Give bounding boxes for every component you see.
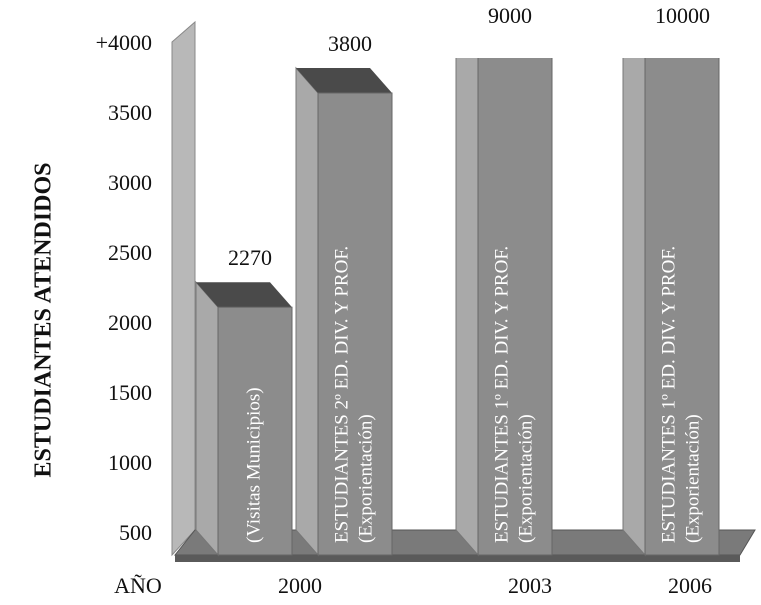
bar <box>477 58 553 556</box>
bar-label: (Exporientación) <box>515 414 536 543</box>
bar-side <box>455 58 479 557</box>
bar-side <box>295 66 319 557</box>
bar-label: ESTUDIANTES 1º ED. DIV. Y PROF. <box>658 246 679 543</box>
bar <box>317 92 393 556</box>
value-label: 3800 <box>328 31 372 56</box>
y-tick-label: 1000 <box>108 450 152 475</box>
bar-top <box>296 68 392 93</box>
bar-label: ESTUDIANTES 1º ED. DIV. Y PROF. <box>491 246 512 543</box>
y-tick-label: 1500 <box>108 380 152 405</box>
bar-label: (Visitas Municipios) <box>243 387 264 543</box>
bar-top <box>196 282 292 308</box>
bar-side <box>195 280 219 557</box>
value-label: 9000 <box>488 3 532 28</box>
bars <box>195 58 720 557</box>
x-tick-label: 2003 <box>508 573 552 598</box>
bar <box>644 58 720 556</box>
y-tick-label: +4000 <box>96 30 152 55</box>
y-axis-label: ESTUDIANTES ATENDIDOS <box>31 163 57 478</box>
bar-label: (Exporientación) <box>682 414 703 543</box>
x-tick-label: 2006 <box>668 573 712 598</box>
bar-side <box>622 58 646 557</box>
y-tick-label: 2000 <box>108 310 152 335</box>
y-tick-label: 3000 <box>108 170 152 195</box>
y-tick-label: 3500 <box>108 100 152 125</box>
value-label: 10000 <box>655 3 710 28</box>
value-label: 2270 <box>228 245 272 270</box>
back-wall <box>171 20 196 557</box>
bar <box>217 306 293 556</box>
bar-label: (Exporientación) <box>355 414 376 543</box>
x-axis-label: AÑO <box>114 573 162 598</box>
floor-edge <box>175 555 740 562</box>
x-tick-label: 2000 <box>278 573 322 598</box>
y-tick-label: 500 <box>119 520 152 545</box>
y-tick-label: 2500 <box>108 240 152 265</box>
bar-label: ESTUDIANTES 2º ED. DIV. Y PROF. <box>331 246 352 543</box>
